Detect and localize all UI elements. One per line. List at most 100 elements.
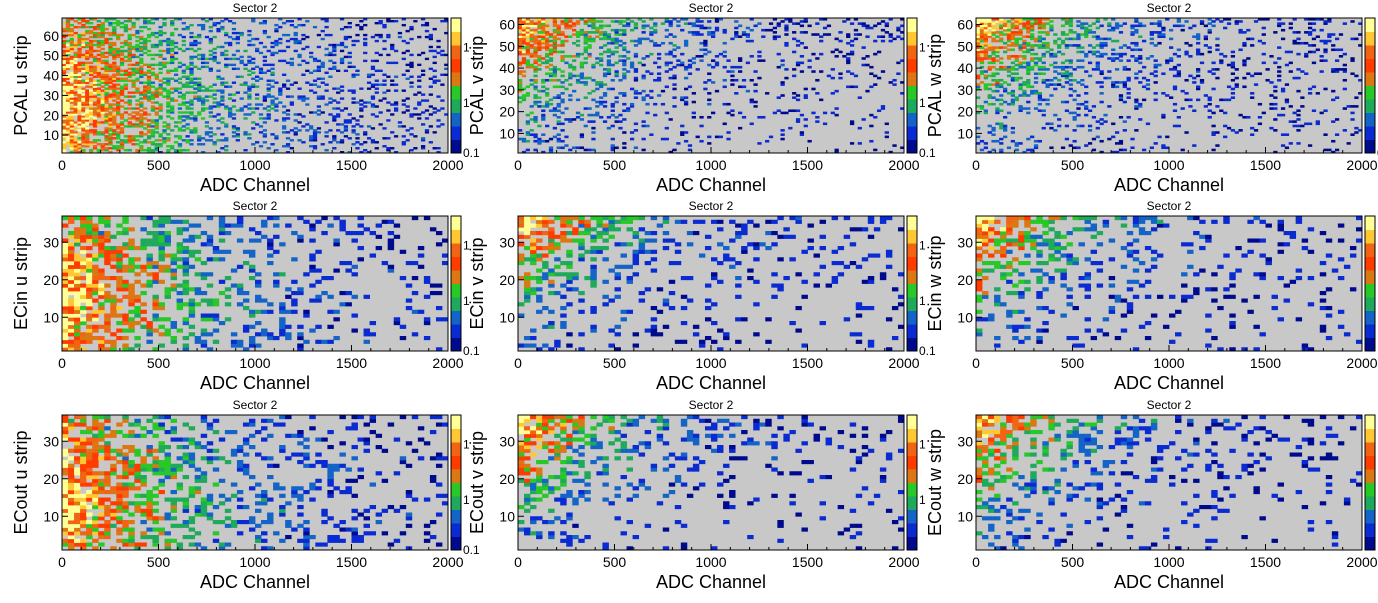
heatmap-cell (119, 49, 125, 53)
heatmap-cell (1323, 133, 1328, 136)
heatmap-cell (420, 123, 426, 126)
heatmap-cell (374, 105, 379, 108)
heatmap-cell (243, 81, 248, 84)
heatmap-cell (1095, 37, 1100, 41)
heatmap-cell (401, 111, 406, 114)
heatmap-cell (711, 33, 716, 36)
heatmap-cell (819, 39, 824, 43)
heatmap-cell (212, 105, 217, 108)
heatmap-cell (1169, 37, 1174, 41)
heatmap-cell (282, 49, 287, 53)
heatmap-cell (374, 69, 379, 73)
heatmap-cell (80, 298, 87, 303)
heatmap-cell (552, 22, 557, 25)
heatmap-cell (96, 27, 101, 31)
heatmap-cell (112, 123, 117, 126)
heatmap-cell (521, 139, 527, 143)
heatmap-cell (548, 72, 554, 76)
heatmap-cell (208, 18, 213, 21)
heatmap-cell (602, 37, 608, 41)
heatmap-cell (552, 70, 557, 73)
heatmap-cell (104, 63, 109, 67)
heatmap-cell (1157, 33, 1162, 36)
heatmap-cell (347, 65, 352, 69)
heatmap-cell (146, 77, 152, 80)
heatmap-cell (378, 83, 383, 86)
x-tick-label: 2000 (888, 157, 919, 173)
heatmap-cell (1219, 59, 1224, 62)
heatmap-cell (227, 41, 233, 45)
heatmap-cell (189, 99, 194, 102)
heatmap-cell (69, 117, 74, 120)
y-tick-label: 30 (957, 82, 973, 98)
heatmap-cell (595, 83, 600, 86)
heatmap-cell (983, 39, 988, 43)
heatmap-cell (266, 147, 271, 150)
heatmap-cell (351, 101, 356, 104)
heatmap-cell (1234, 76, 1239, 80)
heatmap-cell (85, 45, 90, 49)
heatmap-cell (62, 268, 69, 273)
heatmap-cell (270, 51, 275, 55)
heatmap-cell (343, 127, 349, 130)
heatmap-cell (208, 41, 213, 45)
heatmap-cell (703, 41, 708, 45)
heatmap-cell (146, 79, 152, 82)
heatmap-cell (420, 111, 426, 114)
heatmap-cell (614, 70, 619, 73)
heatmap-cell (347, 55, 352, 59)
heatmap-cell (131, 125, 136, 128)
heatmap-cell (738, 65, 743, 69)
heatmap-cell (166, 133, 171, 136)
heatmap-cell (62, 113, 67, 116)
heatmap-cell (653, 31, 658, 34)
heatmap-cell (405, 41, 410, 45)
heatmap-cell (139, 147, 144, 150)
heatmap-cell (1238, 129, 1243, 132)
heatmap-cell (189, 113, 194, 116)
heatmap-cell (1049, 126, 1054, 130)
heatmap-cell (112, 61, 117, 65)
heatmap-cell (96, 73, 101, 76)
heatmap-cell (285, 39, 291, 43)
heatmap-cell (1103, 41, 1108, 45)
heatmap-cell (119, 51, 125, 55)
heatmap-cell (1084, 52, 1089, 56)
heatmap-cell (803, 118, 808, 121)
heatmap-cell (92, 121, 98, 124)
heatmap-cell (1014, 142, 1019, 145)
heatmap-cell (116, 321, 123, 326)
heatmap-cell (69, 93, 74, 96)
heatmap-cell (127, 19, 132, 23)
heatmap-cell (591, 20, 596, 23)
heatmap-cell (861, 22, 866, 25)
heatmap-cell (1180, 89, 1185, 93)
heatmap-cell (518, 20, 523, 23)
heatmap-cell (239, 61, 244, 65)
heatmap-cell (339, 85, 345, 88)
heatmap-cell (305, 61, 310, 65)
heatmap-cell (753, 100, 758, 104)
heatmap-cell (987, 96, 992, 99)
heatmap-cell (154, 91, 159, 94)
heatmap-cell (150, 85, 156, 88)
heatmap-cell (258, 51, 264, 55)
heatmap-cell (62, 69, 67, 73)
heatmap-cell (548, 44, 554, 47)
heatmap-cell (1091, 105, 1097, 108)
heatmap-cell (1331, 68, 1336, 71)
heatmap-cell (1211, 61, 1216, 65)
heatmap-cell (386, 147, 391, 150)
heatmap-cell (77, 43, 82, 47)
heatmap-cell (239, 107, 244, 110)
heatmap-cell (150, 67, 156, 71)
heatmap-cell (104, 216, 111, 221)
heatmap-cell (143, 63, 148, 67)
heatmap-cell (127, 141, 132, 144)
heatmap-cell (69, 73, 74, 76)
heatmap-cell (65, 123, 71, 126)
heatmap-cell (150, 97, 156, 100)
heatmap-cell (1107, 24, 1112, 28)
heatmap-cell (297, 121, 302, 124)
heatmap-cell (575, 35, 581, 38)
